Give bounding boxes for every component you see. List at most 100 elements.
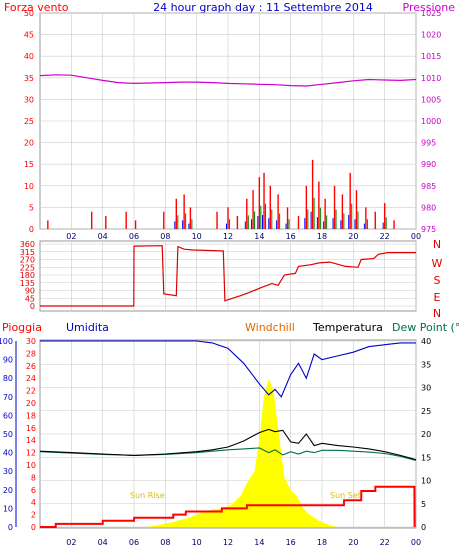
temperature-tick-label: 15 [421, 453, 431, 462]
compass-letter: N [433, 238, 441, 251]
rain-humidity-grid [40, 340, 417, 528]
pressure-tick-label: 1015 [421, 52, 441, 61]
x-tick-label: 04 [98, 538, 108, 547]
humidity-tick-label: 90 [3, 356, 13, 365]
rain-tick-label: 18 [26, 411, 36, 420]
direction-tick-label: 225 [20, 263, 35, 272]
temperature-tick-label: 35 [421, 360, 431, 369]
humidity-tick-label: 70 [3, 393, 13, 402]
humidity-tick-label: 80 [3, 374, 13, 383]
direction-tick-label: 270 [20, 256, 35, 265]
wind-tick-label: 25 [24, 117, 34, 126]
x-tick-label: 12 [223, 538, 233, 547]
humidity-line [40, 340, 416, 398]
humidity-axis-title: Umidita [66, 321, 109, 334]
humidity-axis-ticks: 0 10 20 30 40 50 60 70 80 90 100 [0, 337, 17, 532]
temperature-tick-label: 25 [421, 407, 431, 416]
temperature-tick-label: 20 [421, 430, 431, 439]
x-tick-label: 00 [411, 538, 421, 547]
wind-tick-label: 20 [24, 139, 34, 148]
direction-tick-label: 315 [20, 248, 35, 257]
rain-tick-label: 20 [26, 399, 36, 408]
rain-humidity-x-ticks: 02 04 06 08 10 12 14 16 18 20 22 00 [66, 538, 421, 547]
x-tick-label: 16 [286, 538, 296, 547]
wind-axis-title: Forza vento [4, 1, 69, 14]
rain-humidity-temp-panel: Sun Rise Sun Set 02468101214161820222426… [0, 337, 431, 547]
wind-axis-ticks: 0 5 10 15 20 25 30 35 40 45 50 [24, 9, 34, 234]
wind-tick-label: 45 [24, 31, 34, 40]
direction-tick-label: 45 [25, 294, 35, 303]
direction-tick-label: 180 [20, 271, 35, 280]
rain-tick-label: 6 [31, 486, 36, 495]
compass-letter: W [432, 257, 443, 270]
temperature-tick-label: 10 [421, 477, 431, 486]
wind-tick-label: 50 [24, 9, 34, 18]
x-tick-label: 02 [66, 538, 76, 547]
rain-tick-label: 26 [26, 362, 36, 371]
rain-tick-label: 30 [26, 337, 36, 346]
wind-tick-label: 40 [24, 52, 34, 61]
direction-tick-label: 135 [20, 279, 35, 288]
direction-tick-label: 90 [25, 287, 35, 296]
x-tick-label: 10 [192, 538, 202, 547]
rain-tick-label: 28 [26, 349, 36, 358]
x-tick-label: 22 [380, 232, 390, 241]
rain-axis-title: Pioggia [2, 321, 42, 334]
x-tick-label: 20 [348, 538, 358, 547]
rain-tick-label: 12 [26, 449, 36, 458]
pressure-tick-label: 1010 [421, 74, 441, 83]
sunset-label: Sun Set [330, 491, 361, 500]
x-tick-label: 20 [348, 232, 358, 241]
pressure-axis-title: Pressione [403, 1, 456, 14]
rain-tick-label: 14 [26, 436, 36, 445]
x-tick-label: 06 [129, 232, 139, 241]
rain-tick-label: 0 [31, 523, 36, 532]
wind-pressure-x-ticks: 02 04 06 08 10 12 14 16 18 20 22 00 [66, 232, 421, 241]
direction-tick-label: 0 [30, 302, 35, 311]
humidity-tick-label: 40 [3, 449, 13, 458]
pressure-line [39, 74, 417, 87]
x-tick-label: 04 [98, 232, 108, 241]
rain-tick-label: 24 [26, 374, 36, 383]
sunrise-label: Sun Rise [130, 491, 165, 500]
temperature-tick-label: 40 [421, 337, 431, 346]
compass-letter: E [434, 291, 441, 304]
x-tick-label: 08 [160, 232, 170, 241]
pressure-axis-ticks: 975 980 985 990 995 1000 1005 1010 1015 1020 1025 [421, 9, 441, 234]
pressure-tick-label: 995 [421, 139, 436, 148]
humidity-tick-label: 10 [3, 504, 13, 513]
humidity-tick-label: 20 [3, 486, 13, 495]
rain-tick-label: 16 [26, 424, 36, 433]
wind-speed-series [47, 159, 395, 229]
rain-tick-label: 8 [31, 473, 36, 482]
x-tick-label: 00 [411, 232, 421, 241]
temperature-line [39, 428, 417, 461]
humidity-tick-label: 50 [3, 430, 13, 439]
x-tick-label: 10 [192, 232, 202, 241]
wind-tick-label: 10 [24, 182, 34, 191]
x-tick-label: 14 [254, 538, 264, 547]
pressure-tick-label: 1020 [421, 31, 441, 40]
pressure-tick-label: 980 [421, 203, 436, 212]
x-tick-label: 22 [380, 538, 390, 547]
x-tick-label: 18 [317, 232, 327, 241]
humidity-tick-label: 60 [3, 411, 13, 420]
rain-tick-label: 2 [31, 511, 36, 520]
pressure-tick-label: 1000 [421, 117, 441, 126]
wind-tick-label: 0 [29, 225, 34, 234]
rain-line [40, 485, 416, 528]
humidity-tick-label: 0 [8, 523, 13, 532]
x-tick-label: 08 [160, 538, 170, 547]
rain-tick-label: 22 [26, 387, 36, 396]
pressure-tick-label: 975 [421, 225, 436, 234]
temperature-tick-label: 30 [421, 384, 431, 393]
pressure-tick-label: 1005 [421, 95, 441, 104]
temperature-tick-label: 0 [421, 523, 426, 532]
humidity-tick-label: 30 [3, 467, 13, 476]
